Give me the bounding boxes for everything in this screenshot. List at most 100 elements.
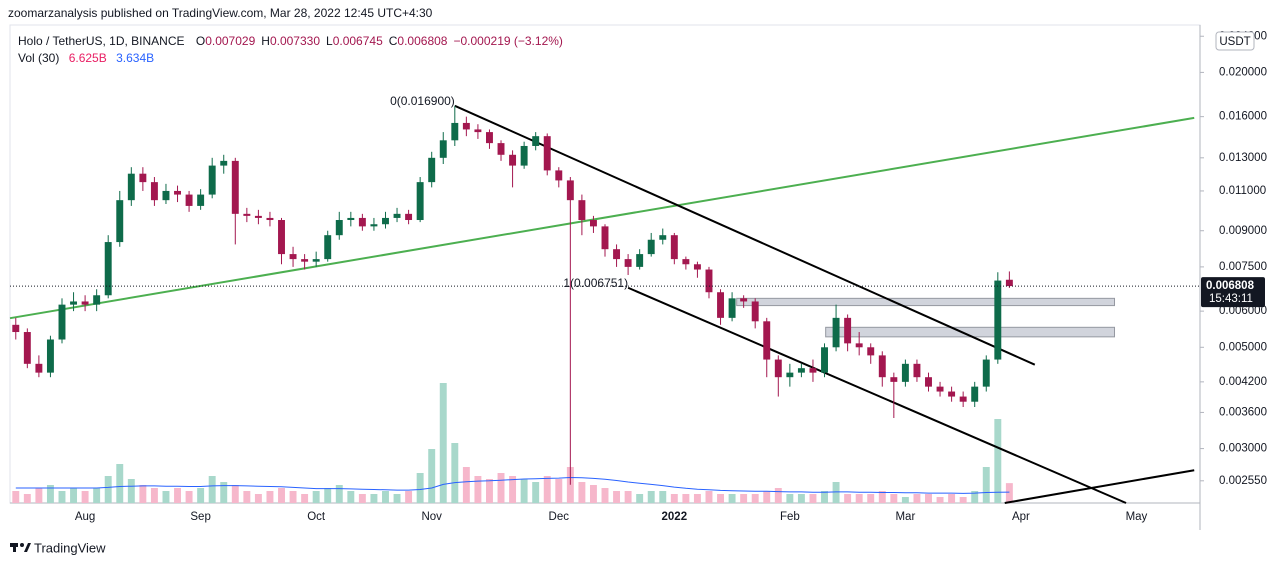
y-tick-label: 0.020000 [1219, 66, 1267, 78]
volume-bar [347, 491, 355, 503]
candle-body [774, 359, 782, 378]
x-tick-label: 2022 [662, 511, 688, 523]
candle-body [763, 321, 771, 360]
candle-body [81, 301, 89, 305]
volume-bar [740, 494, 748, 503]
candle-body [959, 396, 967, 402]
x-tick-label: Sep [190, 511, 210, 523]
volume-bar [220, 482, 228, 503]
volume-bar [566, 467, 574, 503]
volume-bar [81, 491, 89, 503]
candle-body [335, 220, 343, 236]
candle-body [358, 217, 366, 227]
volume-bar [243, 491, 251, 503]
x-tick-label: Apr [1012, 511, 1030, 523]
y-tick-label: 0.007500 [1219, 261, 1267, 273]
ohlc-value: 0.007330 [270, 34, 320, 48]
volume-value: 6.625B [69, 51, 107, 65]
ohlc-key: C [389, 34, 398, 48]
volume-bar [728, 494, 736, 503]
candle-body [451, 122, 459, 141]
x-tick-label: Oct [307, 511, 326, 523]
candle-body [139, 173, 147, 183]
volume-bar [913, 494, 921, 503]
volume-bar [509, 476, 517, 503]
currency[interactable]: USDT [1219, 36, 1250, 48]
ohlc-value: 0.006808 [397, 34, 447, 48]
candle-body [728, 298, 736, 318]
volume-bar [532, 482, 540, 503]
volume-bar [312, 491, 320, 503]
volume-bar [705, 491, 713, 503]
volume-bar [23, 494, 31, 503]
candle-body [486, 132, 493, 144]
y-tick-label: 0.002550 [1219, 475, 1267, 487]
candle-body [439, 140, 447, 158]
volume-bar [46, 485, 54, 503]
y-tick-label: 0.004200 [1219, 376, 1267, 388]
candle-body [254, 215, 262, 218]
y-tick-label: 0.005000 [1219, 341, 1267, 353]
volume-bar [647, 491, 655, 503]
volume-bar [717, 494, 724, 503]
volume-bar [589, 485, 597, 503]
candle-body [23, 332, 31, 364]
candle-body [382, 217, 389, 225]
ohlc-key: H [261, 34, 270, 48]
candle-body [462, 122, 470, 130]
candle-body [116, 200, 124, 243]
y-tick-label: 0.003600 [1219, 406, 1267, 418]
candle-body [301, 259, 309, 262]
volume-bar [197, 488, 205, 503]
volume-bar [208, 476, 216, 503]
fib-label: 0(0.016900) [390, 94, 455, 108]
candle-body [520, 145, 528, 166]
ohlc-value: 0.007029 [205, 34, 255, 48]
volume-bar [358, 494, 366, 503]
drawings-layer: 0(0.016900) 1(0.006751) [9, 94, 1195, 504]
candle-body [566, 180, 574, 201]
volume-bar [451, 443, 459, 503]
x-tick-label: Aug [75, 511, 95, 523]
volume-bar [844, 494, 852, 503]
volume-bar [370, 494, 378, 503]
trend-line [1004, 469, 1195, 504]
candle-body [809, 368, 817, 373]
volume-bar [35, 488, 43, 503]
volume-bar [393, 494, 401, 503]
candle-body [289, 254, 297, 260]
candle-body [636, 254, 644, 267]
candle-body [324, 235, 332, 260]
volume-bar [231, 485, 239, 503]
volume-bar [624, 491, 632, 503]
volume-ma-line [15, 476, 1010, 494]
volume-bar [659, 491, 667, 503]
volume-bar [878, 491, 886, 503]
candle-body [231, 160, 239, 214]
candle-body [428, 157, 436, 183]
brand: TradingView [34, 540, 106, 555]
candle-body [12, 324, 20, 333]
x-tick-label: May [1126, 511, 1148, 523]
legend: Holo / TetherUS, 1D, BINANCE O0.007029 H0… [18, 34, 563, 48]
volume-bar [890, 494, 898, 503]
volume-bar [797, 494, 805, 503]
volume-bar [936, 497, 944, 503]
candle-body [925, 377, 932, 387]
ohlc-key: L [326, 34, 333, 48]
candle-body [913, 363, 921, 378]
volume-bar [867, 494, 875, 503]
volume-bar [104, 476, 112, 503]
candle-body [659, 235, 667, 240]
candle-body [532, 136, 540, 146]
x-tick-label: Nov [421, 511, 442, 523]
candle-body [821, 347, 828, 373]
currency-badge[interactable] [1215, 31, 1255, 51]
candle-body [497, 143, 505, 155]
volume-bar [1005, 483, 1013, 503]
y-tick-label: 0.011000 [1219, 185, 1266, 197]
volume-bar [821, 491, 828, 503]
volume-bar [185, 491, 193, 503]
candle-body [278, 220, 285, 255]
